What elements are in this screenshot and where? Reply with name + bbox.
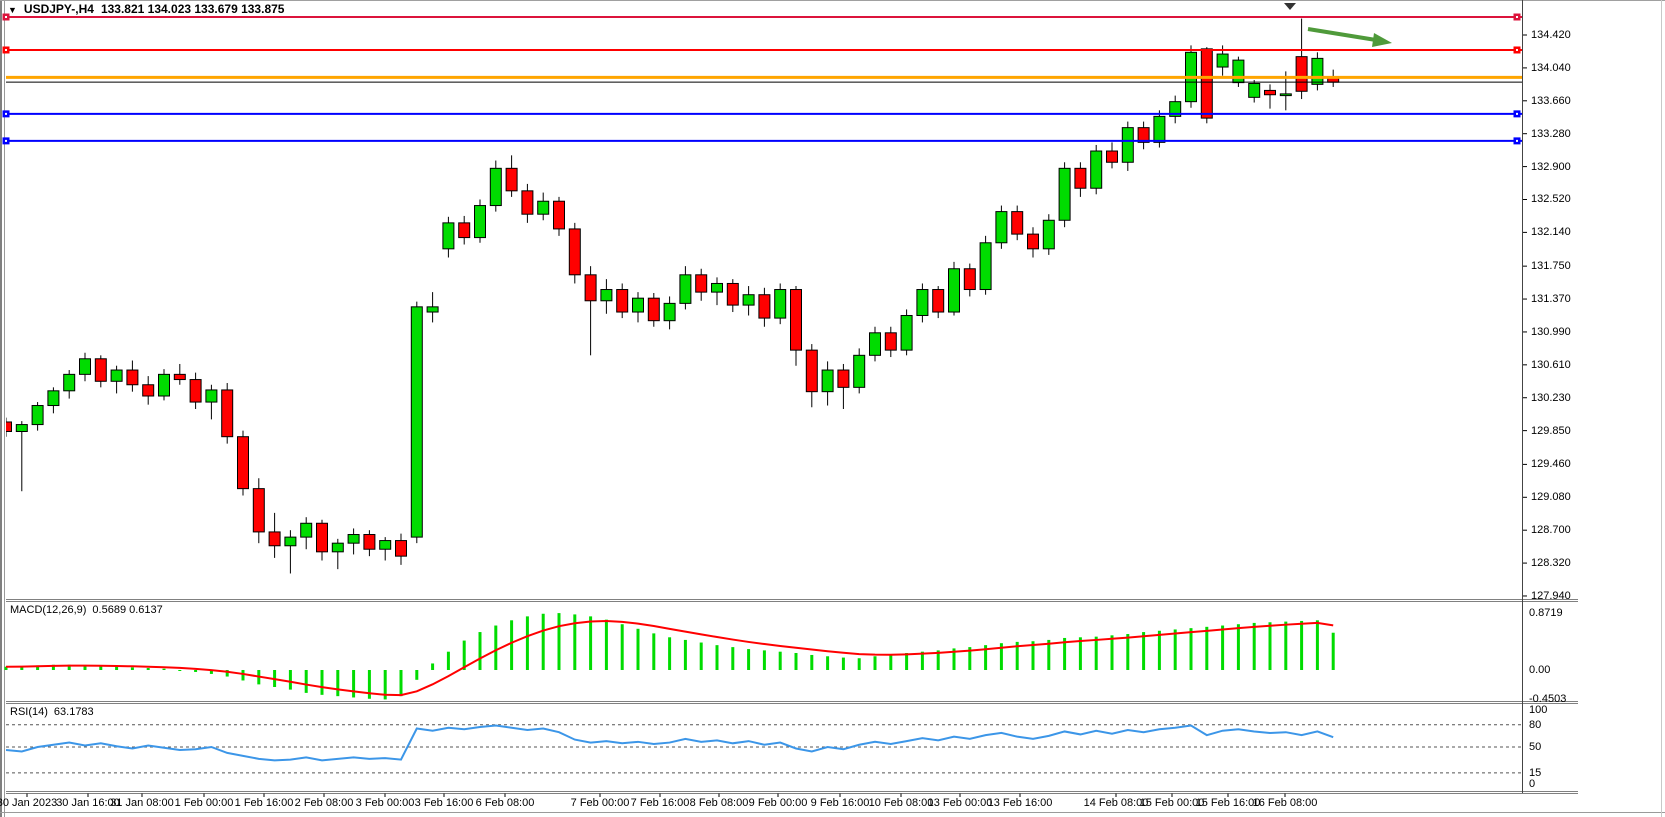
time-label: 6 Feb 08:00	[475, 797, 535, 809]
macd-axis-label: 0.8719	[1529, 606, 1563, 619]
time-axis[interactable]: 30 Jan 2023 30 Jan 16:00 31 Jan 08:00 1 Feb…	[0, 793, 1665, 813]
price-axis[interactable]: 134.628134.247133.875133.931133.509133.1…	[1522, 0, 1602, 793]
window-bottom-border	[0, 812, 1665, 813]
rsi-axis-label: 15	[1529, 766, 1542, 779]
price-tick-label: 128.700	[1531, 524, 1571, 537]
horizontal-price-lines[interactable]	[2, 13, 1523, 145]
time-label: 7 Feb 00:00	[570, 797, 630, 809]
time-label: 1 Feb 00:00	[174, 797, 234, 809]
symbol-dropdown-icon: ▼	[8, 5, 17, 15]
time-label: 3 Feb 00:00	[355, 797, 415, 809]
time-label: 1 Feb 16:00	[234, 797, 294, 809]
macd-values: 0.5689 0.6137	[92, 604, 163, 616]
rsi-name: RSI(14)	[10, 706, 48, 718]
price-tick-label: 129.080	[1531, 491, 1571, 504]
price-tick-label: 133.280	[1531, 127, 1571, 140]
price-tick-label: 130.230	[1531, 391, 1571, 404]
time-label: 9 Feb 00:00	[748, 797, 808, 809]
price-tick-label: 132.140	[1531, 226, 1571, 239]
time-label: 9 Feb 16:00	[810, 797, 870, 809]
candles	[6, 18, 1340, 574]
time-label: 30 Jan 16:00	[56, 797, 120, 809]
price-tick-label: 134.420	[1531, 29, 1571, 41]
rsi-axis-label: 0	[1529, 778, 1536, 790]
macd-axis-label: 0.00	[1529, 664, 1551, 676]
time-label: 13 Feb 00:00	[927, 797, 993, 809]
price-tick-label: 130.990	[1531, 325, 1571, 338]
price-tick-label: 131.370	[1531, 293, 1571, 306]
macd-indicator	[4, 613, 1335, 700]
time-label: 14 Feb 08:00	[1083, 797, 1149, 809]
price-tick-label: 129.850	[1531, 424, 1571, 437]
panel-borders	[6, 0, 1578, 797]
time-label: 3 Feb 16:00	[414, 797, 474, 809]
price-tick-label: 132.520	[1531, 193, 1571, 206]
symbol-period-label: USDJPY-,H4	[23, 2, 94, 16]
rsi-value: 63.1783	[53, 706, 94, 718]
time-label: 2 Feb 08:00	[294, 797, 354, 809]
time-label: 10 Feb 08:00	[868, 797, 934, 809]
macd-axis-label: -0.4503	[1529, 693, 1567, 706]
time-label: 16 Feb 08:00	[1252, 797, 1318, 809]
time-label: 13 Feb 16:00	[987, 797, 1053, 809]
time-label: 7 Feb 16:00	[630, 797, 690, 809]
time-label: 31 Jan 08:00	[110, 797, 174, 809]
window-left-border	[0, 0, 2, 817]
ohlc-values: 133.821 134.023 133.679 133.875	[100, 2, 285, 16]
rsi-line	[5, 724, 1334, 762]
rsi-axis-label: 50	[1529, 741, 1542, 753]
rsi-indicator	[5, 724, 1522, 774]
price-tick-label: 133.660	[1531, 94, 1571, 107]
price-tick-label: 131.750	[1531, 260, 1571, 273]
time-label: 8 Feb 08:00	[689, 797, 749, 809]
macd-name: MACD(12,26,9)	[10, 604, 87, 616]
price-tick-label: 128.320	[1531, 557, 1571, 570]
time-label: 30 Jan 2023	[0, 797, 58, 809]
time-label: 15 Feb 00:00	[1139, 797, 1205, 809]
chart-shift-marker-icon[interactable]	[1284, 3, 1296, 10]
window-left-border-inner	[4, 0, 5, 817]
price-tick-label: 132.900	[1531, 160, 1571, 173]
price-tick-label: 130.610	[1531, 358, 1571, 371]
price-tick-label: 127.940	[1531, 589, 1571, 602]
price-tick-label: 129.460	[1531, 458, 1571, 471]
time-label: 15 Feb 16:00	[1195, 797, 1261, 809]
rsi-axis-label: 100	[1529, 704, 1548, 716]
rsi-axis-label: 80	[1529, 718, 1542, 731]
trend-arrow-annotation[interactable]	[1307, 27, 1392, 47]
macd-label: MACD(12,26,9) 0.5689 0.6137	[10, 604, 163, 616]
price-tick-label: 134.040	[1531, 61, 1571, 74]
macd-signal-line	[5, 620, 1334, 697]
window-right-border	[1661, 0, 1662, 817]
chart-title: ▼ USDJPY-,H4 133.821 134.023 133.679 133.8…	[8, 2, 284, 16]
rsi-label: RSI(14) 63.1783	[10, 706, 94, 718]
window-top-border	[0, 0, 1665, 1]
